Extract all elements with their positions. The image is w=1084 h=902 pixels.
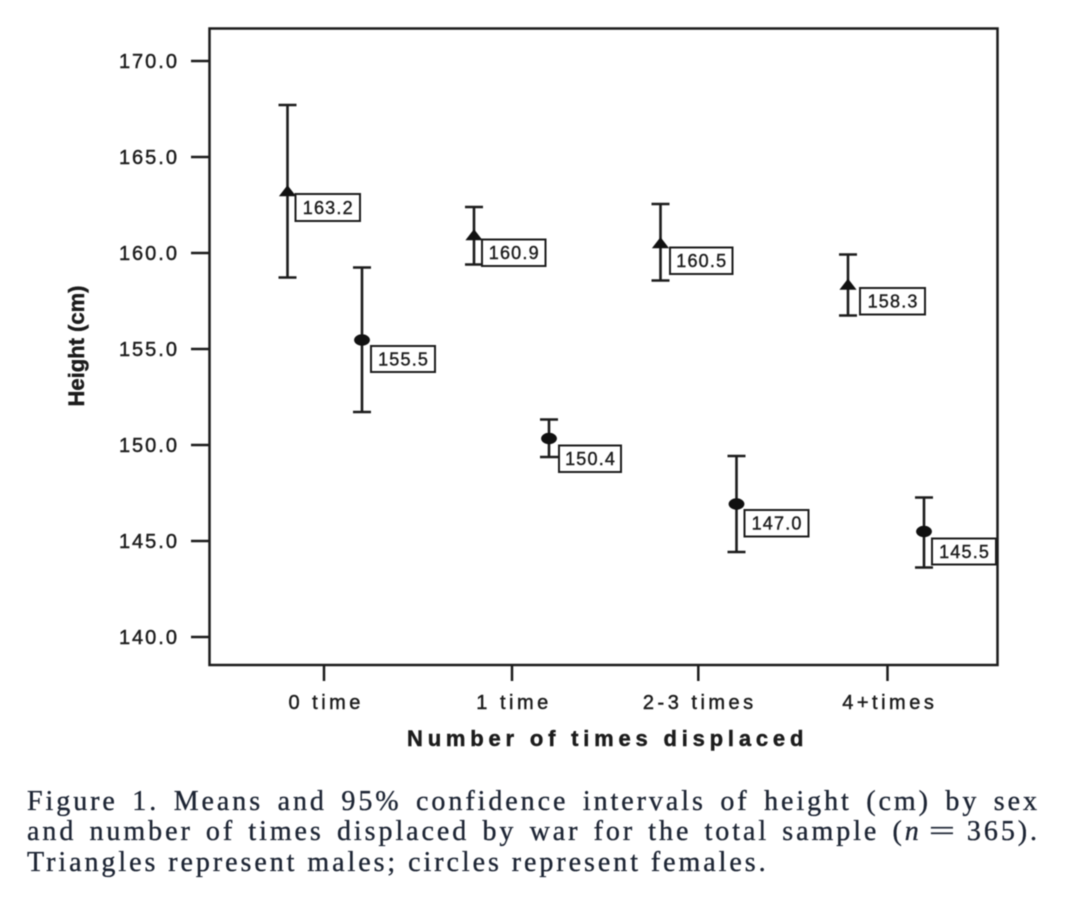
svg-text:Height (cm): Height (cm) (64, 286, 89, 407)
svg-text:158.3: 158.3 (868, 292, 919, 312)
svg-text:4+times: 4+times (842, 692, 937, 714)
svg-text:160.0: 160.0 (119, 243, 179, 265)
svg-text:163.2: 163.2 (303, 198, 354, 218)
svg-text:160.5: 160.5 (676, 251, 727, 271)
svg-text:140.0: 140.0 (119, 627, 179, 649)
svg-text:2-3 times: 2-3 times (643, 692, 757, 714)
svg-text:150.0: 150.0 (119, 435, 179, 457)
svg-text:155.5: 155.5 (378, 350, 429, 370)
svg-text:170.0: 170.0 (119, 51, 179, 73)
svg-text:165.0: 165.0 (119, 147, 179, 169)
svg-text:160.9: 160.9 (489, 243, 540, 263)
svg-text:147.0: 147.0 (752, 514, 803, 534)
svg-text:145.5: 145.5 (939, 542, 990, 562)
svg-text:Number of times displaced: Number of times displaced (407, 726, 808, 751)
svg-text:150.4: 150.4 (565, 449, 616, 469)
svg-text:1 time: 1 time (476, 692, 551, 714)
svg-text:155.0: 155.0 (119, 339, 179, 361)
svg-text:145.0: 145.0 (119, 531, 179, 553)
svg-text:0 time: 0 time (288, 692, 363, 714)
